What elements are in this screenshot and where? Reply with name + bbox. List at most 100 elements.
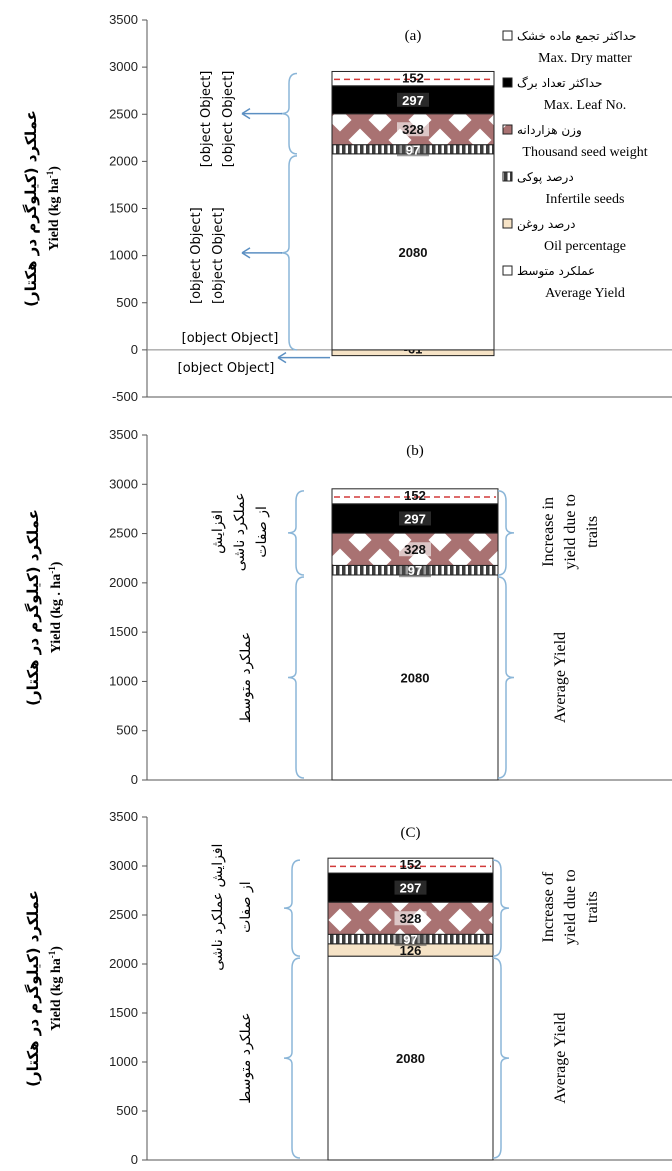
legend-swatch-average <box>502 265 513 276</box>
y-axis-title-text: Yield (kg ha <box>49 958 64 1031</box>
legend-label-en: Average Yield <box>545 286 625 301</box>
y-tick-label: 1500 <box>109 624 138 639</box>
data-label-backdrop <box>394 932 427 947</box>
bar-segment-average <box>327 955 494 1161</box>
y-axis-title-close: ) <box>49 561 64 566</box>
data-label-average: 2080 <box>396 1051 425 1066</box>
bracket-average-right <box>497 576 515 779</box>
y-tick-label: 2500 <box>109 106 138 121</box>
left-annotation: عملکرد متوسط <box>238 632 254 723</box>
data-label-tsw: 328 <box>400 911 422 926</box>
y-tick-label: 1500 <box>109 201 138 216</box>
y-tick-label: 500 <box>116 1103 138 1118</box>
panel-label: (a) <box>405 28 422 44</box>
annotation-text: [object Object] <box>182 331 279 346</box>
legend-label-fa: درصد روغن <box>517 217 575 232</box>
data-label-leaf: 297 <box>402 93 424 108</box>
bar-segment-average <box>331 153 495 351</box>
chart-panel-c: 0 500 1000 1500 2000 2500 3000 3500 عملکرد (کیلو… <box>24 809 672 1167</box>
data-label-backdrop <box>399 563 431 578</box>
data-label-backdrop <box>397 92 429 107</box>
legend-swatch-leaf <box>502 77 513 88</box>
legend-label-en: Oil percentage <box>544 239 626 254</box>
legend-label-fa: عملکرد متوسط <box>517 264 595 279</box>
y-axis-title-close: ) <box>49 946 64 951</box>
bar-segment-dry <box>331 70 495 87</box>
y-axis-title-persian: عملکرد (کیلوگرم در هکتار) <box>24 890 42 1087</box>
y-tick-label: 3500 <box>109 809 138 824</box>
legend-swatch-oil <box>502 218 513 229</box>
y-tick-label: 2000 <box>109 153 138 168</box>
right-annotation: Average Yield <box>552 632 569 723</box>
y-tick-label: 500 <box>116 295 138 310</box>
y-tick-label: 2500 <box>109 907 138 922</box>
left-annotation: افزایش عملکرد ناشی <box>210 844 226 971</box>
data-label-backdrop <box>399 511 431 526</box>
legend-swatch-infertile <box>502 171 513 182</box>
bracket-increase-left <box>287 490 305 576</box>
y-tick-label: 3000 <box>109 59 138 74</box>
bracket-average-left <box>287 576 305 779</box>
y-axis-title-sup: -1 <box>45 170 55 178</box>
right-annotation: yield due to <box>562 494 579 570</box>
y-axis-title-english: Yield (kg ha-1) <box>47 946 64 1031</box>
y-axis-title-persian: عملکرد (کیلوگرم در هکتار) <box>24 509 42 706</box>
left-annotation: عملکرد ناشی <box>232 492 248 571</box>
data-label-dry: 152 <box>404 488 426 503</box>
legend-swatch-tsw <box>502 124 513 135</box>
y-tick-label: 0 <box>131 1152 138 1167</box>
data-label-infertile: 97 <box>406 142 420 157</box>
y-tick-label: 1000 <box>109 1054 138 1069</box>
left-annotation: عملکرد متوسط <box>238 1012 254 1103</box>
data-label-leaf: 297 <box>400 881 422 896</box>
bracket-average <box>280 155 298 351</box>
right-annotation: Increase of <box>540 871 557 942</box>
y-tick-label: 500 <box>116 723 138 738</box>
y-tick-label: 0 <box>131 772 138 787</box>
arrow-head-icon <box>241 247 251 259</box>
legend-label-fa: درصد پوکی <box>517 170 574 185</box>
left-annotation: از صفات <box>254 506 270 558</box>
bracket-increase-right <box>497 490 515 576</box>
y-tick-label: 3500 <box>109 12 138 27</box>
data-label-backdrop <box>397 142 429 157</box>
legend-label-fa: حداکثر تجمع ماده خشک <box>517 29 636 44</box>
y-tick-label: 3000 <box>109 858 138 873</box>
y-tick-label: 2500 <box>109 526 138 541</box>
annotation-text: [object Object] <box>189 207 204 304</box>
data-label-dry: 152 <box>400 857 422 872</box>
right-annotation: Average Yield <box>552 1013 569 1104</box>
y-axis-title-text: Yield (kg ha <box>47 178 62 251</box>
y-tick-label: 2000 <box>109 575 138 590</box>
data-label-backdrop <box>399 542 431 557</box>
legend-label-en: Max. Dry matter <box>538 51 632 66</box>
legend: حداکثر تجمع ماده خشک Max. Dry matter حداکث… <box>502 29 648 301</box>
bracket-increase-left <box>283 859 301 957</box>
data-label-backdrop <box>394 880 427 895</box>
y-axis-title-close: ) <box>47 166 62 171</box>
y-axis-title-english: Yield (kg . ha-1) <box>47 561 64 653</box>
data-label-tsw: 328 <box>402 122 424 137</box>
left-annotation: از صفات <box>238 881 254 933</box>
data-label-infertile: 97 <box>408 563 422 578</box>
legend-swatch-dry <box>502 30 513 41</box>
data-label-dry: 152 <box>402 70 424 85</box>
legend-label-en: Thousand seed weight <box>522 145 647 160</box>
y-tick-label: 1500 <box>109 1005 138 1020</box>
y-tick-label: -500 <box>112 389 138 404</box>
right-annotation: Increase in <box>540 497 557 567</box>
legend-label-fa: وزن هزاردانه <box>517 123 582 138</box>
annotation-text: [object Object] <box>199 71 214 168</box>
y-tick-label: 0 <box>131 342 138 357</box>
legend-label-en: Max. Leaf No. <box>544 98 626 113</box>
bar-segment-tsw <box>331 532 499 566</box>
data-label-oil: 126 <box>400 943 422 958</box>
y-tick-label: 1000 <box>109 248 138 263</box>
data-label-backdrop <box>394 911 427 926</box>
legend-label-fa: حداکثر تعداد برگ <box>517 76 602 91</box>
data-label-tsw: 328 <box>404 542 426 557</box>
right-annotation: traits <box>584 891 601 923</box>
bar-segment-average <box>331 574 499 781</box>
data-label-average: 2080 <box>401 670 430 685</box>
arrow-head-icon <box>277 351 287 364</box>
